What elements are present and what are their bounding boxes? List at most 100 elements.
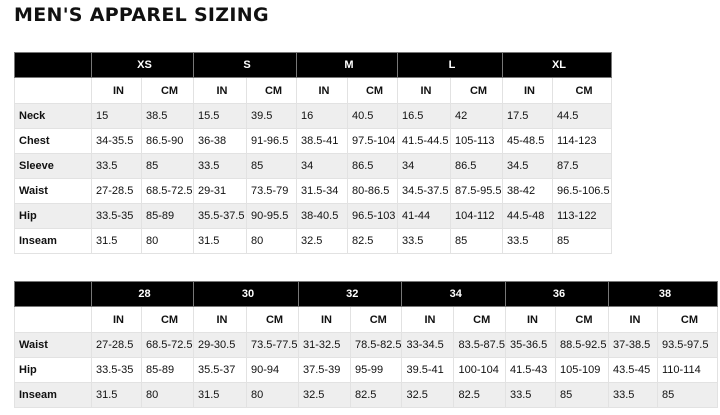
unit-header-cm: CM bbox=[141, 77, 194, 104]
header-blank-cell bbox=[14, 52, 92, 78]
measurement-cell: 80-86.5 bbox=[347, 178, 398, 204]
measurement-cell: 35-36.5 bbox=[504, 332, 556, 358]
measurement-cell: 113-122 bbox=[552, 203, 612, 229]
row-label: Sleeve bbox=[14, 153, 92, 179]
measurement-cell: 27-28.5 bbox=[91, 178, 142, 204]
unit-header-in: IN bbox=[504, 306, 556, 333]
measurement-cell: 85 bbox=[656, 382, 718, 408]
size-table-waist: 28 30 32 34 36 38 IN CM IN CM IN CM IN CM IN CM IN CM Wais… bbox=[14, 281, 718, 408]
row-label: Inseam bbox=[14, 382, 92, 408]
unit-blank-cell bbox=[14, 77, 92, 104]
size-header-xl: XL bbox=[502, 52, 612, 78]
measurement-cell: 37-38.5 bbox=[607, 332, 658, 358]
size-header-30: 30 bbox=[193, 281, 299, 307]
measurement-cell: 17.5 bbox=[502, 103, 553, 129]
measurement-cell: 96.5-103 bbox=[347, 203, 398, 229]
measurement-cell: 32.5 bbox=[401, 382, 455, 408]
measurement-cell: 86.5 bbox=[450, 153, 503, 179]
measurement-cell: 31.5 bbox=[193, 228, 247, 254]
measurement-cell: 88.5-92.5 bbox=[554, 332, 609, 358]
measurement-cell: 82.5 bbox=[453, 382, 506, 408]
measurement-cell: 31.5-34 bbox=[296, 178, 348, 204]
measurement-cell: 73.5-77.5 bbox=[246, 332, 299, 358]
measurement-cell: 91-96.5 bbox=[246, 128, 297, 154]
table-row: Inseam 31.5 80 31.5 80 32.5 82.5 32.5 82.5 33.5 85… bbox=[14, 382, 718, 408]
measurement-cell: 38.5 bbox=[141, 103, 194, 129]
measurement-cell: 85-89 bbox=[141, 203, 194, 229]
measurement-cell: 85 bbox=[552, 228, 612, 254]
measurement-cell: 27-28.5 bbox=[91, 332, 142, 358]
row-label: Hip bbox=[14, 203, 92, 229]
measurement-cell: 31-32.5 bbox=[298, 332, 351, 358]
measurement-cell: 33.5 bbox=[193, 153, 247, 179]
measurement-cell: 31.5 bbox=[91, 228, 142, 254]
unit-header-cm: CM bbox=[450, 77, 503, 104]
measurement-cell: 15.5 bbox=[193, 103, 247, 129]
measurement-cell: 90-94 bbox=[246, 357, 299, 383]
measurement-cell: 32.5 bbox=[296, 228, 348, 254]
size-header-32: 32 bbox=[297, 281, 403, 307]
measurement-cell: 15 bbox=[91, 103, 142, 129]
measurement-cell: 29-30.5 bbox=[193, 332, 247, 358]
measurement-cell: 80 bbox=[141, 382, 194, 408]
unit-header-in: IN bbox=[607, 306, 658, 333]
measurement-cell: 31.5 bbox=[193, 382, 247, 408]
measurement-cell: 44.5-48 bbox=[502, 203, 553, 229]
table-row: Chest 34-35.5 86.5-90 36-38 91-96.5 38.5-41 97… bbox=[14, 128, 612, 154]
measurement-cell: 97.5-104 bbox=[347, 128, 398, 154]
size-header-l: L bbox=[397, 52, 503, 78]
measurement-cell: 87.5-95.5 bbox=[450, 178, 503, 204]
measurement-cell: 16.5 bbox=[397, 103, 451, 129]
measurement-cell: 39.5 bbox=[246, 103, 297, 129]
unit-header-cm: CM bbox=[349, 306, 403, 333]
measurement-cell: 110-114 bbox=[656, 357, 718, 383]
measurement-cell: 34 bbox=[397, 153, 451, 179]
measurement-cell: 90-95.5 bbox=[246, 203, 297, 229]
unit-header-cm: CM bbox=[554, 306, 609, 333]
measurement-cell: 78.5-82.5 bbox=[349, 332, 403, 358]
measurement-cell: 33.5-35 bbox=[91, 203, 142, 229]
unit-header-cm: CM bbox=[552, 77, 612, 104]
unit-header-in: IN bbox=[296, 77, 348, 104]
measurement-cell: 80 bbox=[141, 228, 194, 254]
measurement-cell: 100-104 bbox=[453, 357, 506, 383]
measurement-cell: 85-89 bbox=[141, 357, 194, 383]
unit-header-cm: CM bbox=[453, 306, 506, 333]
row-label: Chest bbox=[14, 128, 92, 154]
table-row: Inseam 31.5 80 31.5 80 32.5 82.5 33.5 85 33.5 85 bbox=[14, 228, 612, 254]
measurement-cell: 95-99 bbox=[349, 357, 403, 383]
measurement-cell: 34.5-37.5 bbox=[397, 178, 451, 204]
measurement-cell: 33.5 bbox=[91, 153, 142, 179]
measurement-cell: 42 bbox=[450, 103, 503, 129]
measurement-cell: 68.5-72.5 bbox=[141, 332, 194, 358]
measurement-cell: 37.5-39 bbox=[298, 357, 351, 383]
size-table-tops: XS S M L XL IN CM IN CM IN CM IN CM IN CM Neck 15 38.5 15.… bbox=[14, 52, 612, 254]
measurement-cell: 38-42 bbox=[502, 178, 553, 204]
measurement-cell: 33-34.5 bbox=[401, 332, 455, 358]
unit-header-in: IN bbox=[91, 306, 142, 333]
table-row: Sleeve 33.5 85 33.5 85 34 86.5 34 86.5 34.5 87.5 bbox=[14, 153, 612, 179]
size-header-xs: XS bbox=[91, 52, 194, 78]
size-header-28: 28 bbox=[91, 281, 194, 307]
measurement-cell: 105-113 bbox=[450, 128, 503, 154]
measurement-cell: 83.5-87.5 bbox=[453, 332, 506, 358]
size-header-38: 38 bbox=[607, 281, 718, 307]
measurement-cell: 82.5 bbox=[349, 382, 403, 408]
unit-header-in: IN bbox=[91, 77, 142, 104]
unit-header-cm: CM bbox=[656, 306, 718, 333]
row-label: Waist bbox=[14, 178, 92, 204]
table-row: Hip 33.5-35 85-89 35.5-37 90-94 37.5-39 95-99 3… bbox=[14, 357, 718, 383]
unit-blank-cell bbox=[14, 306, 92, 333]
measurement-cell: 33.5 bbox=[607, 382, 658, 408]
measurement-cell: 82.5 bbox=[347, 228, 398, 254]
measurement-cell: 33.5 bbox=[504, 382, 556, 408]
size-header-row: 28 30 32 34 36 38 bbox=[14, 281, 718, 307]
measurement-cell: 34-35.5 bbox=[91, 128, 142, 154]
measurement-cell: 33.5 bbox=[397, 228, 451, 254]
measurement-cell: 29-31 bbox=[193, 178, 247, 204]
measurement-cell: 41.5-44.5 bbox=[397, 128, 451, 154]
measurement-cell: 80 bbox=[246, 228, 297, 254]
measurement-cell: 105-109 bbox=[554, 357, 609, 383]
unit-header-in: IN bbox=[502, 77, 553, 104]
unit-header-row: IN CM IN CM IN CM IN CM IN CM IN CM bbox=[14, 306, 718, 333]
